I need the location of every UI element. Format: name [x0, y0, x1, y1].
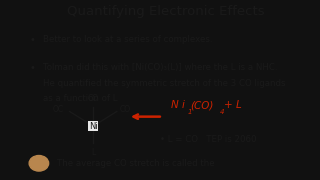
Text: Better to look at a series of complexes.: Better to look at a series of complexes.: [43, 35, 212, 44]
Text: N: N: [171, 100, 179, 110]
Text: CO: CO: [120, 105, 131, 114]
Text: • L = CO   TEP is 2060: • L = CO TEP is 2060: [160, 136, 257, 145]
Text: 4: 4: [220, 109, 224, 115]
Text: i: i: [182, 100, 185, 110]
Text: 1: 1: [187, 109, 192, 115]
Text: He quantified the symmetric stretch of the 3 CO ligands: He quantified the symmetric stretch of t…: [43, 79, 285, 88]
Text: Ni: Ni: [89, 122, 98, 131]
Text: OC: OC: [53, 105, 64, 114]
Text: Tolman did this with [Ni(CO)₃(L)] where the L is a NHC.: Tolman did this with [Ni(CO)₃(L)] where …: [43, 63, 277, 72]
Text: Quantifying Electronic Effects: Quantifying Electronic Effects: [67, 5, 264, 18]
Text: CO: CO: [88, 94, 99, 103]
Text: L: L: [91, 148, 95, 157]
Text: as a function of L: as a function of L: [43, 94, 117, 103]
Text: (CO): (CO): [190, 100, 213, 110]
Ellipse shape: [29, 156, 49, 171]
Text: + L: + L: [224, 100, 242, 110]
Text: •: •: [29, 63, 35, 73]
Text: The average CO stretch is called the: The average CO stretch is called the: [57, 159, 215, 168]
Text: •: •: [29, 35, 35, 45]
